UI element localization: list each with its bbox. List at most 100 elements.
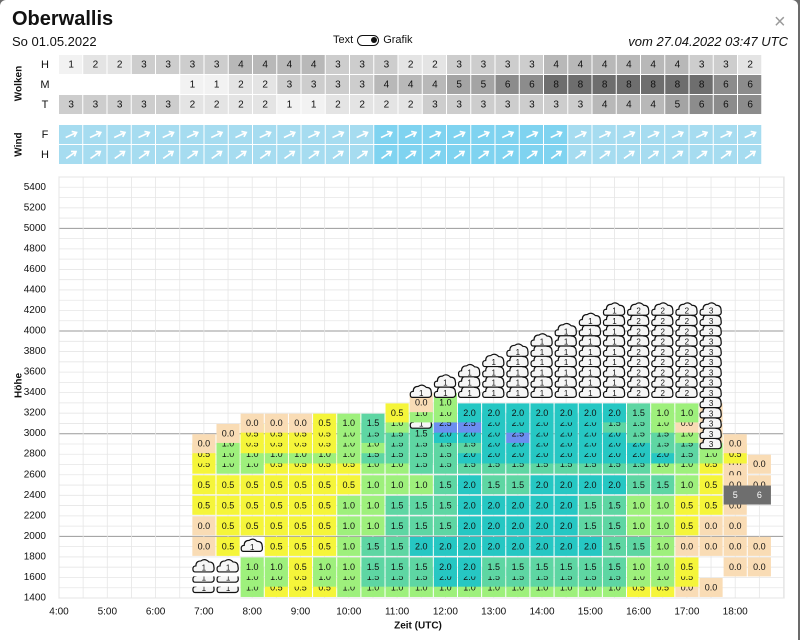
cloud-level: 2	[685, 379, 690, 388]
close-icon[interactable]: ×	[774, 11, 786, 33]
y-tick-label: 3000	[24, 428, 47, 439]
heatmap-value: 1.5	[415, 500, 428, 510]
cloud-shape	[651, 302, 674, 316]
heatmap-value: 2.0	[463, 408, 476, 418]
cloud-level: 3	[709, 327, 714, 336]
cloud-cell	[592, 75, 616, 94]
cloud-cell	[325, 75, 349, 94]
view-toggle[interactable]: Text Grafik	[333, 34, 413, 46]
cloud-value: 2	[408, 60, 414, 71]
heatmap-value: 1.0	[656, 408, 669, 418]
wind-arrow-stroke	[599, 150, 611, 160]
heatmap-value: 0.5	[222, 541, 235, 551]
cloud-cell	[131, 55, 155, 74]
wind-arrow-stroke	[259, 130, 272, 139]
heatmap-value: 0.5	[198, 449, 211, 459]
heatmap-value: 1.0	[608, 582, 621, 592]
toggle-graphic-label: Grafik	[383, 34, 413, 46]
heatmap-value: 1.5	[512, 572, 525, 582]
heatmap-cell	[192, 475, 216, 495]
cloud-level: 3	[709, 368, 714, 377]
heatmap-value: 0.5	[318, 582, 331, 592]
heatmap-value: 1.5	[391, 439, 404, 449]
heatmap-value: 2.0	[536, 408, 549, 418]
heatmap-cell	[627, 403, 651, 423]
heatmap-value: 0.0	[705, 541, 718, 551]
heatmap-cell	[288, 475, 313, 495]
heatmap-value: 0.5	[198, 459, 211, 469]
heatmap-value: 0.5	[343, 459, 356, 469]
wind-arrow-stroke	[308, 150, 320, 160]
heatmap-value: 1.5	[439, 480, 452, 490]
cloud-level: 1	[564, 368, 569, 377]
cloud-cell	[59, 55, 83, 74]
y-tick-label: 4000	[24, 326, 47, 337]
y-tick-label: 4600	[24, 264, 47, 275]
cloud-value: 2	[238, 100, 244, 111]
heatmap-value: 1.5	[415, 521, 428, 531]
y-tick-label: 3400	[24, 387, 47, 398]
heatmap-cell	[627, 516, 651, 536]
heatmap-value: 0.0	[729, 541, 742, 551]
cloud-level: 2	[636, 379, 641, 388]
heatmap-value: 2.0	[487, 541, 500, 551]
heatmap-value: 0.5	[681, 562, 694, 572]
heatmap-cell	[506, 475, 530, 495]
cloud-icon: 3	[699, 302, 722, 316]
cloud-value: 3	[723, 60, 729, 71]
cloud-cell	[495, 75, 519, 94]
wind-arrow-stroke	[283, 130, 297, 139]
heatmap-cell	[651, 536, 675, 556]
cloud-value: 2	[432, 60, 438, 71]
heatmap-value: 0.0	[753, 480, 766, 490]
heatmap-value: 1.0	[391, 582, 404, 592]
cloud-level: 1	[516, 389, 521, 398]
wind-arrow-stroke	[332, 150, 344, 160]
heatmap-value: 0.0	[198, 439, 211, 449]
wind-arrow-icon	[65, 150, 78, 160]
heatmap-cell	[530, 536, 554, 556]
cloud-value: 4	[626, 60, 632, 71]
wind-arrow-stroke	[235, 150, 247, 160]
heatmap-value: 1.0	[681, 408, 694, 418]
cloud-level: 3	[709, 389, 714, 398]
heatmap-cell	[192, 516, 216, 536]
wind-arrow-icon	[550, 150, 563, 160]
heatmap-value: 1.5	[560, 572, 573, 582]
heatmap-value: 0.0	[729, 470, 742, 480]
heatmap-cell	[699, 577, 723, 597]
heatmap-cell	[385, 557, 409, 577]
wind-arrow-icon	[90, 150, 102, 160]
heatmap-cell	[288, 516, 313, 536]
cloud-shape	[192, 559, 215, 573]
cloud-cell	[301, 75, 325, 94]
cloud-level: 1	[443, 379, 448, 388]
cloud-cell	[107, 95, 131, 114]
wind-arrow-stroke	[332, 130, 345, 139]
heatmap-value: 1.0	[681, 480, 694, 490]
heatmap-value: 0.5	[318, 480, 331, 490]
heatmap-cell	[192, 536, 216, 556]
cloud-cell	[519, 75, 543, 94]
wind-arrow-stroke	[356, 150, 369, 160]
heatmap-value: 2.0	[536, 521, 549, 531]
wind-arrow-icon	[502, 150, 514, 160]
cloud-icon: 1	[578, 312, 602, 327]
heatmap-value: 1.0	[463, 582, 476, 592]
heatmap-value: 1.5	[632, 459, 645, 469]
heatmap-cell	[699, 516, 723, 536]
cloud-cell	[544, 95, 568, 114]
x-tick-label: 14:00	[529, 607, 554, 618]
heatmap-value: 1.0	[270, 572, 283, 582]
toggle-switch[interactable]	[357, 34, 380, 46]
heatmap-value: 1.0	[439, 408, 452, 418]
heatmap-cell	[385, 403, 409, 423]
cloud-cell	[738, 95, 762, 114]
heatmap-value: 2.0	[463, 500, 476, 510]
heatmap-cell	[627, 536, 651, 556]
cloud-value: 4	[553, 60, 559, 71]
cloud-value: 6	[747, 100, 753, 111]
cloud-shape	[433, 374, 457, 388]
heatmap-value: 1.5	[367, 572, 380, 582]
heatmap-value: 2.0	[632, 449, 645, 459]
